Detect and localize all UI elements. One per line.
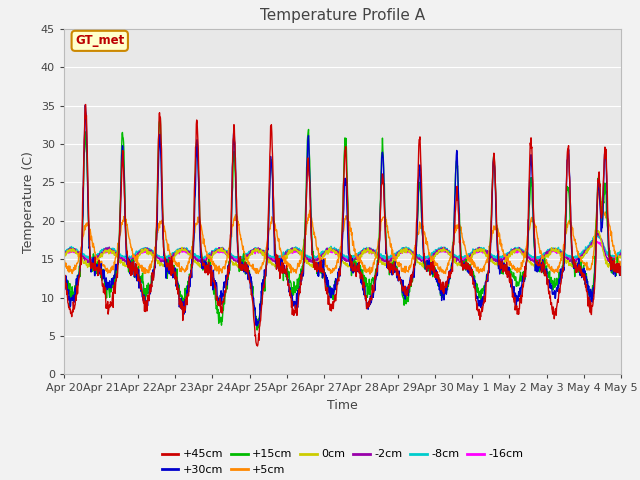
+5cm (184, 262, 191, 267)
+30cm (246, 286, 254, 291)
0cm (60, 251, 68, 256)
+30cm (429, 268, 437, 274)
-8cm (551, 245, 559, 251)
+15cm (429, 268, 437, 274)
-16cm (617, 252, 625, 258)
-2cm (617, 250, 625, 256)
-2cm (593, 230, 601, 236)
Line: -16cm: -16cm (64, 241, 621, 261)
+5cm (502, 255, 509, 261)
-8cm (184, 248, 191, 253)
-2cm (246, 248, 254, 254)
+5cm (170, 256, 178, 262)
Line: 0cm: 0cm (64, 230, 621, 268)
-16cm (429, 253, 437, 259)
+5cm (429, 257, 437, 263)
Line: +30cm: +30cm (64, 105, 621, 326)
0cm (617, 253, 625, 259)
-16cm (84, 258, 92, 264)
+30cm (617, 271, 625, 277)
-8cm (246, 248, 254, 254)
-16cm (592, 238, 600, 244)
+15cm (171, 266, 179, 272)
+5cm (595, 190, 603, 195)
+30cm (60, 272, 68, 278)
+5cm (246, 263, 254, 268)
-2cm (551, 246, 559, 252)
-16cm (502, 253, 509, 259)
0cm (594, 228, 602, 233)
0cm (531, 265, 539, 271)
Legend: +45cm, +30cm, +15cm, +5cm, 0cm, -2cm, -8cm, -16cm: +45cm, +30cm, +15cm, +5cm, 0cm, -2cm, -8… (157, 445, 528, 480)
+5cm (60, 260, 68, 266)
0cm (429, 257, 436, 263)
Line: -2cm: -2cm (64, 233, 621, 264)
0cm (551, 247, 559, 252)
0cm (184, 250, 191, 255)
+45cm (429, 269, 437, 275)
+30cm (184, 285, 192, 290)
Line: +5cm: +5cm (64, 192, 621, 274)
+45cm (502, 271, 510, 277)
+45cm (552, 306, 559, 312)
-8cm (60, 249, 68, 254)
-8cm (617, 247, 625, 253)
Line: -8cm: -8cm (64, 236, 621, 260)
+30cm (81, 102, 89, 108)
+5cm (617, 259, 625, 264)
+45cm (617, 268, 625, 274)
+45cm (246, 281, 254, 287)
+15cm (552, 283, 559, 289)
Title: Temperature Profile A: Temperature Profile A (260, 9, 425, 24)
+15cm (617, 271, 625, 277)
0cm (170, 254, 178, 260)
-2cm (171, 251, 179, 256)
-8cm (531, 257, 539, 263)
Text: GT_met: GT_met (75, 35, 124, 48)
+45cm (82, 102, 90, 108)
-2cm (60, 251, 68, 257)
+45cm (60, 274, 68, 279)
+45cm (171, 276, 179, 281)
0cm (246, 252, 254, 258)
-2cm (184, 249, 192, 254)
Line: +45cm: +45cm (64, 105, 621, 346)
+5cm (366, 271, 374, 277)
+15cm (253, 327, 261, 333)
+45cm (253, 343, 261, 349)
-8cm (429, 250, 436, 255)
-16cm (184, 250, 192, 256)
+15cm (502, 265, 510, 271)
+30cm (502, 264, 510, 270)
+15cm (246, 282, 254, 288)
+15cm (60, 269, 68, 275)
-2cm (124, 262, 131, 267)
+45cm (184, 293, 192, 299)
Y-axis label: Temperature (C): Temperature (C) (22, 151, 35, 252)
-8cm (593, 233, 601, 239)
X-axis label: Time: Time (327, 399, 358, 412)
+15cm (184, 278, 192, 284)
+15cm (157, 115, 164, 121)
+30cm (552, 296, 559, 301)
-16cm (551, 248, 559, 253)
+30cm (253, 323, 261, 329)
-8cm (170, 250, 178, 256)
-8cm (502, 252, 509, 257)
-2cm (429, 253, 437, 259)
Line: +15cm: +15cm (64, 118, 621, 330)
-2cm (502, 252, 509, 258)
+30cm (171, 272, 179, 278)
-16cm (171, 252, 179, 257)
0cm (502, 257, 509, 263)
-16cm (60, 251, 68, 257)
-16cm (246, 251, 254, 256)
+5cm (551, 267, 559, 273)
